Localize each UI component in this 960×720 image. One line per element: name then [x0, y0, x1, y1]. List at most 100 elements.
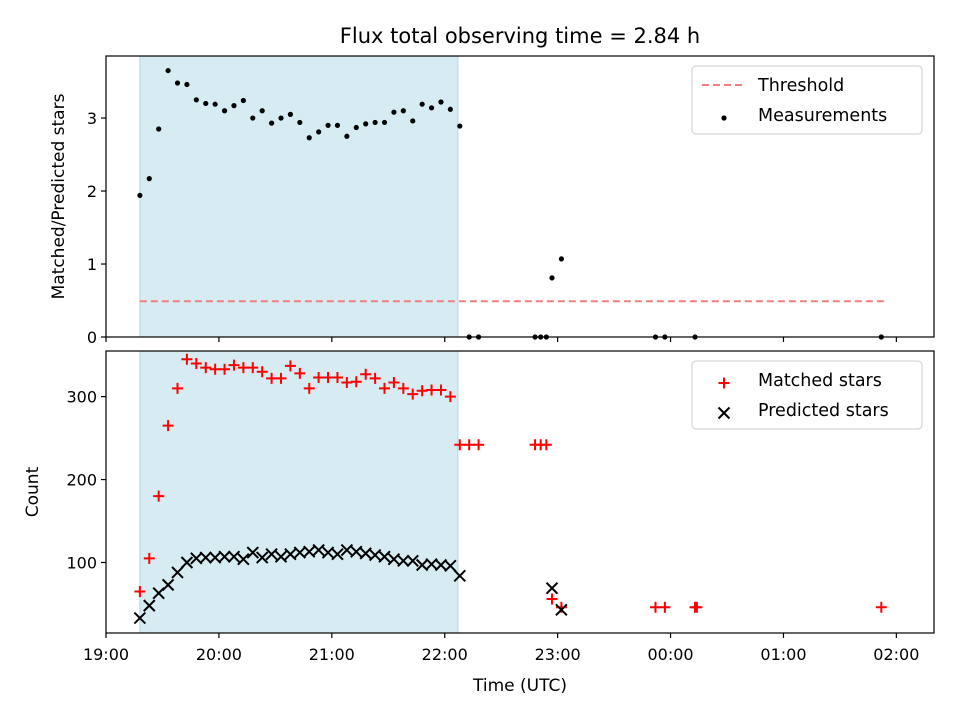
measurements-point — [419, 101, 425, 107]
matched-stars-point — [341, 377, 353, 389]
measurements-point — [558, 256, 565, 262]
x-tick-label: 20:00 — [196, 645, 242, 664]
legend-marker — [717, 406, 731, 420]
measurements-point — [259, 108, 265, 114]
matched-stars-point — [162, 420, 174, 432]
matched-stars-point — [444, 391, 456, 403]
measurements-point — [400, 108, 406, 114]
y-tick-label: 1 — [87, 255, 97, 274]
matched-stars-point — [369, 372, 381, 384]
predicted-stars-point — [453, 569, 466, 582]
y-axis-label: Count — [23, 466, 43, 517]
predicted-stars-point — [331, 547, 344, 561]
predicted-stars-point — [171, 566, 184, 579]
legend-box — [691, 65, 923, 135]
matched-stars-point — [407, 388, 419, 400]
matched-stars-point — [237, 362, 249, 374]
measurements-point — [278, 115, 284, 121]
matched-stars-point — [350, 376, 362, 388]
y-axis-label: Matched/Predicted stars — [49, 93, 69, 299]
measurements-point — [221, 108, 228, 114]
measurements-point — [316, 129, 322, 135]
predicted-stars-point — [406, 554, 419, 568]
legend-marker — [721, 115, 727, 121]
measurements-point — [363, 121, 369, 127]
measurements-point — [240, 97, 246, 104]
measurements-point — [174, 80, 181, 86]
matched-stars-point — [360, 368, 372, 380]
predicted-stars-point — [397, 554, 410, 568]
axes-frame — [105, 55, 935, 338]
predicted-stars-point — [350, 545, 363, 558]
matched-stars-point — [331, 372, 343, 384]
predicted-stars-point — [444, 559, 457, 573]
measurements-point — [146, 176, 152, 182]
legend-label: Matched stars — [758, 371, 882, 391]
measurements-point — [353, 124, 359, 131]
predicted-stars-point — [143, 599, 156, 612]
y-tick-label: 0 — [87, 328, 97, 347]
x-tick-label: 01:00 — [760, 645, 806, 664]
predicted-stars-point — [340, 543, 354, 557]
measurements-point — [381, 119, 388, 126]
measurements-point — [184, 81, 190, 88]
measurements-point — [549, 275, 555, 281]
matched-stars-point — [294, 367, 306, 379]
matched-stars-point — [228, 359, 240, 371]
predicted-stars-point — [555, 603, 568, 616]
measurements-point — [231, 103, 237, 109]
measurements-point — [137, 192, 143, 199]
matched-stars-point — [473, 439, 485, 451]
matched-stars-point — [275, 372, 287, 384]
matched-stars-point — [303, 382, 315, 394]
legend-label: Threshold — [757, 76, 844, 96]
measurements-point — [297, 119, 303, 126]
predicted-stars-point — [237, 552, 250, 566]
measurements-point — [165, 67, 171, 74]
y-tick-label: 200 — [66, 471, 97, 490]
matched-stars-point — [143, 552, 155, 564]
legend-box — [691, 360, 923, 430]
measurements-point — [447, 106, 453, 112]
matched-stars-point — [190, 357, 202, 369]
y-tick-label: 300 — [66, 388, 97, 407]
matched-stars-point — [540, 439, 552, 451]
predicted-stars-point — [161, 578, 175, 592]
count-panel: 100 200 300 19:00 20:00 21:00 22:00 23:00 00:00 0… — [23, 350, 935, 664]
measurements-point — [325, 122, 331, 128]
x-tick-label: 02:00 — [873, 645, 919, 664]
y-tick-label: 3 — [87, 109, 97, 128]
chart-title: Flux total observing time = 2.84 h — [340, 24, 700, 48]
matched-stars-point — [247, 362, 259, 374]
ratio-legend: Threshold Measurements — [691, 65, 923, 135]
x-tick-label: 22:00 — [422, 645, 468, 664]
axes-frame — [105, 350, 935, 634]
x-tick-label: 21:00 — [309, 645, 355, 664]
measurements-point — [156, 126, 162, 132]
matched-stars-point — [313, 372, 325, 384]
matched-stars-point — [546, 593, 558, 605]
x-axis-label: Time (UTC) — [472, 676, 567, 696]
legend-marker — [718, 377, 730, 389]
legend-label: Measurements — [758, 106, 887, 126]
measurements-point — [457, 123, 463, 129]
measurements-point — [212, 101, 218, 107]
predicted-stars-point — [180, 556, 194, 569]
matched-stars-point — [659, 601, 671, 613]
count-legend: Matched stars Predicted stars — [691, 360, 923, 430]
predicted-stars-point — [246, 546, 259, 559]
measurements-point — [334, 122, 341, 128]
matched-stars-point — [454, 439, 466, 451]
measurements-point — [193, 97, 199, 103]
matched-stars-point — [416, 385, 428, 397]
matched-stars-point — [379, 382, 391, 394]
matched-stars-point — [219, 363, 231, 375]
measurements-point — [428, 105, 435, 111]
predicted-stars-point — [218, 550, 231, 563]
predicted-stars-point — [359, 547, 372, 560]
predicted-stars-point — [255, 551, 269, 564]
predicted-stars-point — [133, 611, 147, 625]
predicted-stars-point — [321, 546, 335, 559]
matched-stars-point — [284, 360, 296, 372]
predicted-stars-point — [284, 547, 297, 561]
